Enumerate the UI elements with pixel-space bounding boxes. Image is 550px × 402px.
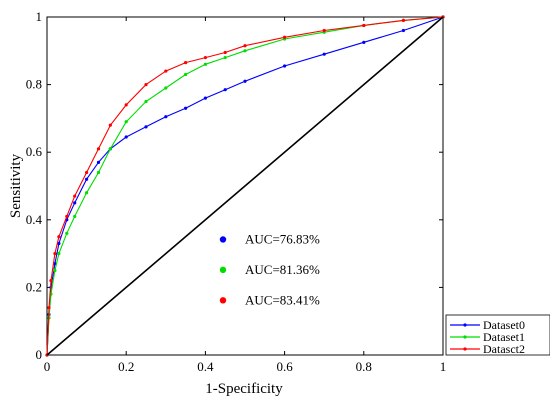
data-point xyxy=(203,62,207,66)
data-point xyxy=(57,235,61,239)
data-point xyxy=(144,125,148,129)
data-point xyxy=(164,115,168,119)
data-point xyxy=(65,231,69,235)
y-tick-label: 0.6 xyxy=(26,144,43,159)
auc-annotation: AUC=76.83% xyxy=(245,231,320,246)
data-point xyxy=(203,55,207,60)
data-point xyxy=(243,49,247,53)
reference-diagonal-line xyxy=(46,16,444,356)
x-tick-label: 0.4 xyxy=(197,359,214,374)
data-point xyxy=(283,35,287,39)
plot-area: 0 0.2 0.4 0.6 0.8 1 0 0.2 0.4 0.6 0.8 1 AUC=76.83% AU… xyxy=(26,9,447,374)
data-point xyxy=(85,177,89,181)
plot-frame xyxy=(46,16,444,356)
data-point xyxy=(96,147,101,151)
y-tick-label: 0.4 xyxy=(26,212,43,227)
auc-marker xyxy=(219,297,227,304)
series-line-dataset1 xyxy=(46,16,444,356)
data-point xyxy=(223,88,227,92)
data-point xyxy=(164,86,168,90)
legend-label: Dataset1 xyxy=(483,330,525,344)
data-point xyxy=(362,40,366,44)
data-point xyxy=(53,252,57,256)
data-point xyxy=(85,170,89,175)
auc-marker xyxy=(219,236,227,243)
data-point xyxy=(108,123,112,127)
y-tick-label: 0.2 xyxy=(26,279,42,294)
data-point xyxy=(96,160,101,164)
data-point xyxy=(243,79,247,83)
data-point xyxy=(73,201,77,205)
y-tick-label: 1 xyxy=(36,9,43,24)
y-axis-label: Sensitivity xyxy=(8,153,24,218)
data-point xyxy=(144,99,148,104)
data-point xyxy=(124,120,128,124)
data-point xyxy=(401,28,405,33)
data-point xyxy=(53,268,57,273)
data-point xyxy=(203,96,207,100)
x-tick-label: 0.6 xyxy=(276,359,293,374)
data-point xyxy=(47,306,51,310)
data-point xyxy=(164,69,168,73)
auc-annotation: AUC=81.36% xyxy=(245,262,320,277)
data-point xyxy=(223,55,227,60)
data-point xyxy=(96,170,101,175)
x-tick-label: 1 xyxy=(440,359,447,374)
data-point xyxy=(223,50,227,55)
data-point xyxy=(73,214,77,219)
auc-marker xyxy=(219,266,227,274)
data-point xyxy=(57,241,61,246)
x-axis-label: 1-Specificity xyxy=(205,381,283,397)
legend-label: Dataset0 xyxy=(483,318,525,332)
x-tick-label: 0 xyxy=(44,359,51,374)
series-line-dataset0 xyxy=(46,16,444,356)
data-point xyxy=(184,72,188,77)
data-point xyxy=(184,61,188,65)
legend-label: Datasct2 xyxy=(483,342,525,356)
data-point xyxy=(49,279,53,283)
data-point xyxy=(85,191,89,195)
data-point xyxy=(283,64,287,68)
data-point xyxy=(124,103,128,107)
data-point xyxy=(124,135,128,139)
data-point xyxy=(53,262,57,266)
data-point xyxy=(57,252,61,256)
legend-marker xyxy=(463,347,467,351)
y-tick-label: 0 xyxy=(36,347,43,362)
data-point xyxy=(144,83,148,87)
x-tick-label: 0.2 xyxy=(118,359,134,374)
data-point xyxy=(322,52,326,56)
x-tick-label: 0.8 xyxy=(356,359,372,374)
data-point xyxy=(65,214,69,219)
legend-marker xyxy=(463,323,467,327)
data-point xyxy=(73,194,77,198)
data-point xyxy=(362,23,366,28)
y-tick-label: 0.8 xyxy=(26,77,42,92)
series-line-dataset2 xyxy=(46,16,444,356)
auc-annotation: AUC=83.41% xyxy=(245,292,320,307)
data-point xyxy=(243,44,247,48)
data-point xyxy=(401,18,405,22)
data-point xyxy=(108,147,112,151)
data-point xyxy=(322,28,326,33)
legend-marker xyxy=(463,335,467,339)
data-point xyxy=(184,106,188,110)
legend-box xyxy=(445,314,550,356)
